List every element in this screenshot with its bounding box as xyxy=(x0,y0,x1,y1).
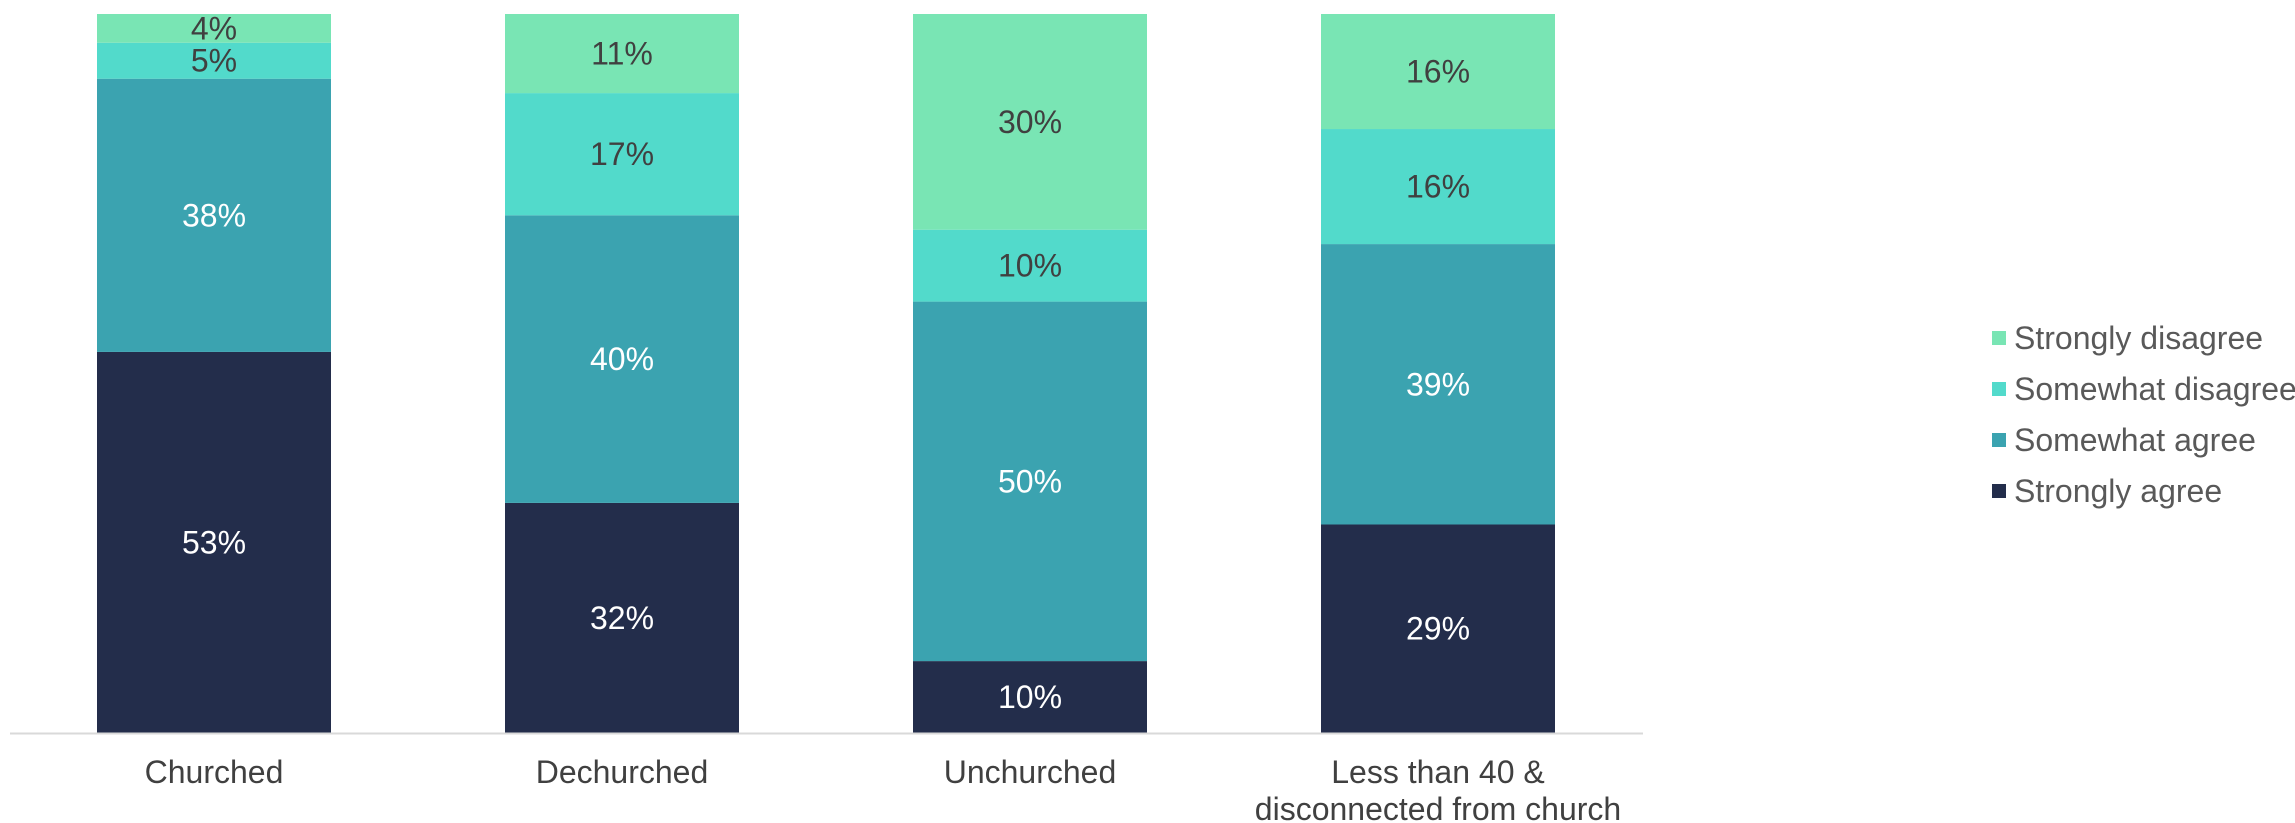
bar-segment-churched-somewhat-agree xyxy=(97,78,331,352)
bar-segment-less-than-40-disconnected-from-church-somewhat-agree xyxy=(1321,244,1555,525)
data-label-churched-somewhat-disagree: 5% xyxy=(191,43,237,79)
bar-segment-dechurched-strongly-disagree xyxy=(505,14,739,94)
legend-item-strongly-disagree: Strongly disagree xyxy=(1992,320,2263,356)
data-label-unchurched-strongly-disagree: 30% xyxy=(998,104,1062,140)
legend: Strongly disagree Somewhat disagree Somewh… xyxy=(1992,320,2295,509)
bar-segment-churched-somewhat-disagree xyxy=(97,42,331,79)
data-label-less-than-40-disconnected-from-church-somewhat-agree: 39% xyxy=(1406,366,1470,402)
legend-label-strongly-disagree: Strongly disagree xyxy=(2014,320,2263,356)
category-labels-group: Churched Dechurched Unchurched Less than 40… xyxy=(145,754,1622,823)
legend-label-strongly-agree: Strongly agree xyxy=(2014,473,2222,509)
bar-segment-unchurched-strongly-agree xyxy=(913,661,1147,733)
bar-segment-unchurched-strongly-disagree xyxy=(913,14,1147,230)
bars-group xyxy=(97,14,1555,733)
category-label-churched: Churched xyxy=(145,754,284,790)
data-label-dechurched-strongly-agree: 32% xyxy=(590,600,654,636)
bar-segment-less-than-40-disconnected-from-church-strongly-disagree xyxy=(1321,14,1555,130)
legend-item-somewhat-agree: Somewhat agree xyxy=(1992,422,2256,458)
bar-segment-churched-strongly-agree xyxy=(97,351,331,733)
category-label-dechurched: Dechurched xyxy=(536,754,709,790)
legend-swatch-somewhat-agree xyxy=(1992,433,2006,447)
data-label-dechurched-somewhat-agree: 40% xyxy=(590,341,654,377)
data-labels-group: 53% 38% 5%4% 32% 40% 17% 11% 10% 50% 10% 30% 29% 39%… xyxy=(182,10,1470,715)
data-label-less-than-40-disconnected-from-church-somewhat-disagree: 16% xyxy=(1406,169,1470,205)
data-label-dechurched-somewhat-disagree: 17% xyxy=(590,136,654,172)
data-label-unchurched-strongly-agree: 10% xyxy=(998,679,1062,715)
bar-segment-unchurched-somewhat-agree xyxy=(913,301,1147,662)
data-label-dechurched-strongly-disagree: 11% xyxy=(591,36,653,72)
legend-swatch-somewhat-disagree xyxy=(1992,382,2006,396)
bar-segment-dechurched-somewhat-disagree xyxy=(505,93,739,216)
data-label-unchurched-somewhat-agree: 50% xyxy=(998,463,1062,499)
legend-swatch-strongly-disagree xyxy=(1992,331,2006,345)
bar-segment-churched-strongly-disagree xyxy=(97,14,331,43)
data-label-churched-strongly-agree: 53% xyxy=(182,524,246,560)
data-label-churched-strongly-disagree: 4% xyxy=(191,10,237,46)
data-label-churched-somewhat-agree: 38% xyxy=(182,197,246,233)
legend-label-somewhat-disagree: Somewhat disagree xyxy=(2014,371,2295,407)
bar-segment-less-than-40-disconnected-from-church-strongly-agree xyxy=(1321,524,1555,733)
legend-item-somewhat-disagree: Somewhat disagree xyxy=(1992,371,2295,407)
bar-segment-unchurched-somewhat-disagree xyxy=(913,229,1147,302)
legend-swatch-strongly-agree xyxy=(1992,484,2006,498)
category-label-less-than-40-disconnected-from-church: Less than 40 & disconnected from church xyxy=(1255,754,1621,823)
legend-label-somewhat-agree: Somewhat agree xyxy=(2014,422,2256,458)
data-label-less-than-40-disconnected-from-church-strongly-agree: 29% xyxy=(1406,611,1470,647)
legend-item-strongly-agree: Strongly agree xyxy=(1992,473,2222,509)
bar-segment-dechurched-strongly-agree xyxy=(505,502,739,733)
category-label-unchurched: Unchurched xyxy=(944,754,1117,790)
data-label-unchurched-somewhat-disagree: 10% xyxy=(998,248,1062,284)
bar-segment-less-than-40-disconnected-from-church-somewhat-disagree xyxy=(1321,129,1555,245)
data-label-less-than-40-disconnected-from-church-strongly-disagree: 16% xyxy=(1406,54,1470,90)
bar-segment-dechurched-somewhat-agree xyxy=(505,215,739,503)
